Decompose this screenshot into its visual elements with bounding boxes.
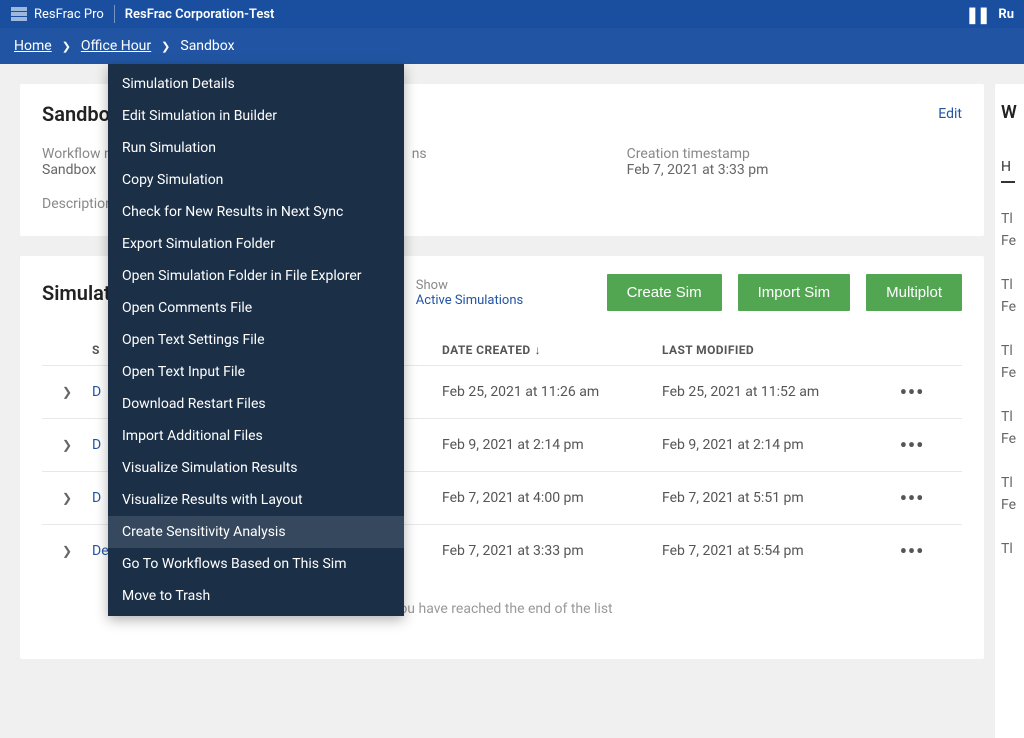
side-panel-item: Fe [1001,365,1024,381]
sim-last-modified: Feb 7, 2021 at 5:54 pm [662,543,882,559]
breadcrumb-sandbox: Sandbox [180,38,234,54]
chevron-right-icon: ❯ [62,40,71,53]
app-name: ResFrac Pro [34,7,104,22]
expand-chevron-icon[interactable]: ❯ [42,385,92,399]
row-actions-menu-icon[interactable]: ••• [882,543,942,559]
right-truncated-button[interactable]: Ru [998,7,1014,22]
edit-button[interactable]: Edit [938,106,962,122]
expand-chevron-icon[interactable]: ❯ [42,491,92,505]
menu-item[interactable]: Copy Simulation [108,164,404,196]
side-panel-item: H [1001,159,1015,183]
row-actions-menu-icon[interactable]: ••• [882,437,942,453]
creation-timestamp-block: Creation timestamp Feb 7, 2021 at 3:33 p… [627,146,769,178]
side-panel-item: Fe [1001,299,1024,315]
side-panel-item: Tl [1001,343,1024,359]
side-panel-item: Tl [1001,541,1024,557]
company-name: ResFrac Corporation-Test [125,7,275,22]
menu-item[interactable]: Download Restart Files [108,388,404,420]
breadcrumb: Home ❯ Office Hour ❯ Sandbox [0,28,1024,64]
expand-chevron-icon[interactable]: ❯ [42,544,92,558]
side-panel-item: Tl [1001,211,1024,227]
column-last-modified[interactable]: LAST MODIFIED [662,343,882,357]
simulations-title: Simulati [42,281,116,305]
menu-item[interactable]: Run Simulation [108,132,404,164]
row-actions-menu-icon[interactable]: ••• [882,490,942,506]
sim-date-created: Feb 7, 2021 at 4:00 pm [442,490,662,506]
side-panel-item: Fe [1001,497,1024,513]
side-panel-item: Fe [1001,431,1024,447]
sim-date-created: Feb 7, 2021 at 3:33 pm [442,543,662,559]
column-date-created[interactable]: DATE CREATED↓ [442,343,662,357]
side-panel-item: W [1001,102,1024,123]
side-panel-item: Tl [1001,277,1024,293]
chevron-right-icon: ❯ [161,40,170,53]
breadcrumb-office-hour[interactable]: Office Hour [81,38,151,54]
menu-item[interactable]: Edit Simulation in Builder [108,100,404,132]
menu-item[interactable]: Move to Trash [108,580,404,612]
breadcrumb-home[interactable]: Home [14,38,52,54]
menu-item[interactable]: Visualize Simulation Results [108,452,404,484]
menu-item[interactable]: Export Simulation Folder [108,228,404,260]
divider [114,5,115,23]
menu-item[interactable]: Open Text Input File [108,356,404,388]
create-sim-button[interactable]: Create Sim [607,274,722,311]
app-logo-icon [10,5,28,23]
pause-icon[interactable]: ❚❚ [966,5,989,24]
menu-item[interactable]: Open Simulation Folder in File Explorer [108,260,404,292]
row-actions-menu-icon[interactable]: ••• [882,384,942,400]
sim-date-created: Feb 25, 2021 at 11:26 am [442,384,662,400]
sim-last-modified: Feb 25, 2021 at 11:52 am [662,384,882,400]
menu-item[interactable]: Visualize Results with Layout [108,484,404,516]
workflow-name-block: Workflow n Sandbox [42,146,112,178]
title-bar: ResFrac Pro ResFrac Corporation-Test ❚❚ … [0,0,1024,28]
import-sim-button[interactable]: Import Sim [738,274,851,311]
sim-date-created: Feb 9, 2021 at 2:14 pm [442,437,662,453]
menu-item[interactable]: Open Text Settings File [108,324,404,356]
side-panel-item: Fe [1001,233,1024,249]
side-panel-truncated: W H Tl Fe Tl Fe Tl Fe Tl Fe Tl Fe Tl [994,84,1024,738]
menu-item[interactable]: Create Sensitivity Analysis [108,516,404,548]
menu-item[interactable]: Check for New Results in Next Sync [108,196,404,228]
show-filter[interactable]: Show Active Simulations [416,278,523,308]
side-panel-item: Tl [1001,409,1024,425]
multiplot-button[interactable]: Multiplot [866,274,962,311]
simulation-context-menu: Simulation DetailsEdit Simulation in Bui… [108,64,404,616]
sort-arrow-down-icon: ↓ [535,343,541,357]
menu-item[interactable]: Simulation Details [108,68,404,100]
menu-item[interactable]: Open Comments File [108,292,404,324]
sim-last-modified: Feb 7, 2021 at 5:51 pm [662,490,882,506]
sim-last-modified: Feb 9, 2021 at 2:14 pm [662,437,882,453]
expand-chevron-icon[interactable]: ❯ [42,438,92,452]
side-panel-item: Tl [1001,475,1024,491]
other-label: ns [412,146,427,178]
menu-item[interactable]: Go To Workflows Based on This Sim [108,548,404,580]
menu-item[interactable]: Import Additional Files [108,420,404,452]
